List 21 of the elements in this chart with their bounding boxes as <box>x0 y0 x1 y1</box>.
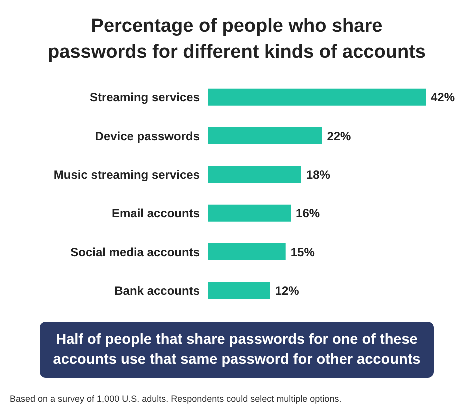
bar <box>208 282 270 300</box>
data-label: 15% <box>290 245 316 260</box>
y-tick-label: Streaming services <box>90 90 200 105</box>
bar <box>208 127 322 144</box>
data-label: 12% <box>275 284 300 298</box>
y-tick-label: Social media accounts <box>70 245 200 260</box>
bar <box>208 166 302 184</box>
y-tick-label: Email accounts <box>112 206 200 221</box>
y-tick-label: Bank accounts <box>114 284 200 298</box>
chart-title: Percentage of people who share passwords for different kinds of accounts <box>47 15 427 65</box>
bar <box>208 204 292 222</box>
text: Half of people that share passwords for one of these accounts use that same password for other accounts <box>40 322 434 378</box>
bar <box>208 243 286 260</box>
data-label: 42% <box>431 90 456 105</box>
data-label: 22% <box>327 129 352 144</box>
y-tick-label: Device passwords <box>95 129 200 144</box>
bar <box>208 88 426 106</box>
y-tick-label: Music streaming services <box>54 168 200 182</box>
data-label: 18% <box>306 168 331 182</box>
text: Based on a survey of 1,000 U.S. adults. Respondents could select multiple options. <box>10 394 342 404</box>
data-label: 16% <box>296 206 320 221</box>
